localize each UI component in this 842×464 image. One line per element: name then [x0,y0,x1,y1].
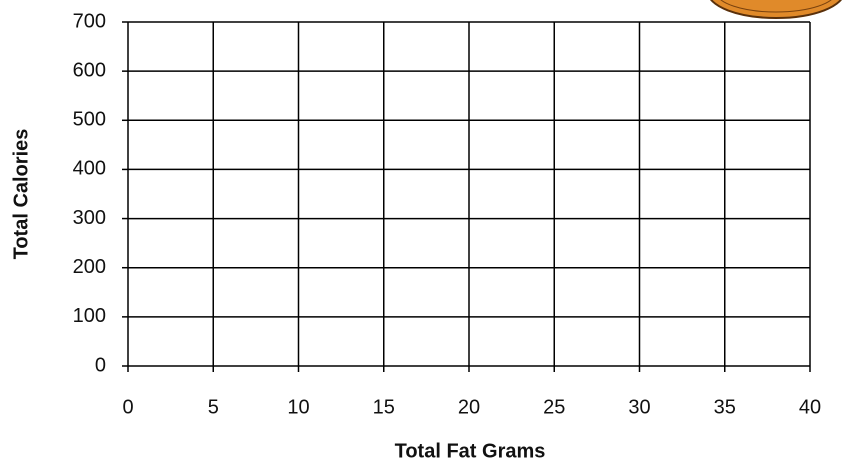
x-tick-label: 30 [628,396,650,418]
decoration [710,0,842,19]
y-tick-label: 700 [73,10,106,32]
x-tick-label: 5 [208,396,219,418]
y-tick-label: 300 [73,207,106,229]
x-tick-label: 35 [714,396,736,418]
logo-ring [720,0,832,13]
x-tick-label: 20 [458,396,480,418]
y-tick-label: 600 [73,59,106,81]
y-tick-label: 200 [73,256,106,278]
y-tick-label: 500 [73,109,106,131]
logo-badge [710,0,842,19]
y-tick-label: 0 [95,354,106,376]
x-axis-title: Total Fat Grams [395,440,546,462]
y-tick-label: 100 [73,305,106,327]
x-tick-label: 40 [799,396,821,418]
x-tick-label: 15 [373,396,395,418]
x-tick-label: 0 [122,396,133,418]
x-tick-label: 10 [287,396,309,418]
y-axis-title: Total Calories [10,129,32,260]
x-tick-label: 25 [543,396,565,418]
y-tick-label: 400 [73,158,106,180]
